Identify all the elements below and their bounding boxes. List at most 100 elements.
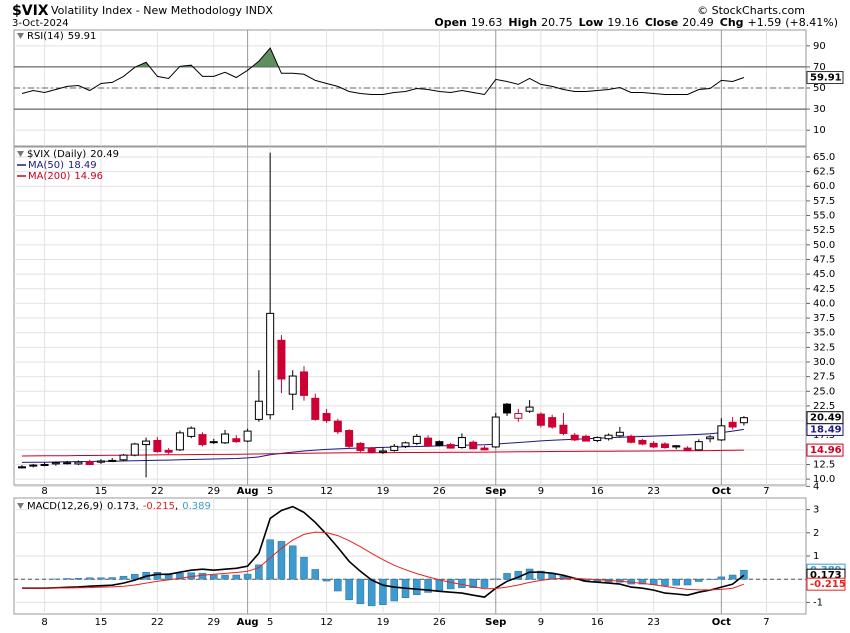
candle-body [446, 444, 455, 449]
histogram-bar [108, 577, 116, 580]
y-tick-label: 60.0 [813, 181, 835, 192]
x-tick-label: 22 [151, 617, 164, 628]
histogram-bar [300, 556, 308, 580]
candle-body [536, 413, 545, 426]
histogram-bar [649, 578, 658, 585]
candle-body [51, 462, 60, 465]
histogram-bar [221, 574, 229, 580]
legend-icon [17, 33, 24, 39]
histogram-bar [243, 573, 252, 580]
value-box [806, 411, 844, 425]
histogram-bar [740, 569, 748, 580]
x-tick-label: 29 [207, 617, 220, 628]
candle-body [378, 450, 387, 453]
candle-body [503, 403, 512, 414]
candle-body [221, 433, 230, 444]
histogram-bar [480, 578, 489, 588]
histogram-bar [266, 539, 274, 580]
y-tick-label: 4 [813, 481, 819, 492]
candle-body [175, 432, 184, 451]
candle-body [627, 435, 636, 443]
histogram-bar [717, 576, 726, 580]
histogram-bar [537, 570, 545, 580]
candle-body [717, 425, 726, 441]
quote-value: (+8.41%) [785, 16, 838, 29]
indicator-line [22, 505, 745, 598]
histogram-bar [503, 573, 511, 580]
y-tick-label: 52.5 [813, 225, 835, 236]
candle-body [570, 434, 579, 441]
x-tick-label: 9 [538, 617, 544, 628]
x-tick-label: 12 [320, 617, 333, 628]
candle-body [367, 447, 376, 453]
legend-value: 20.49 [90, 149, 119, 160]
legend-separator: , [136, 501, 139, 512]
histogram-bar [356, 578, 365, 605]
candle-body [18, 466, 26, 469]
x-tick-label: Sep [485, 486, 506, 497]
candle-body [728, 421, 737, 428]
quote-label: Close [645, 16, 678, 29]
histogram-bar [232, 574, 241, 580]
y-tick-label: -1 [813, 597, 823, 608]
y-tick-label: 45.0 [813, 269, 835, 280]
y-tick-label: 50 [813, 83, 826, 94]
histogram-bar [311, 569, 320, 580]
candle-body [85, 461, 94, 465]
y-tick-label: 32.5 [813, 342, 835, 353]
value-box-label: -0.215 [810, 579, 846, 590]
legend-name: MA(50) [28, 160, 64, 171]
histogram-bar [119, 575, 128, 580]
x-tick-label: 26 [433, 617, 446, 628]
candle-body [153, 439, 162, 453]
y-tick-label: 30 [813, 104, 826, 115]
y-tick-label: 3 [813, 505, 819, 516]
value-box-label: 14.96 [810, 445, 842, 456]
indicator-line [22, 531, 745, 591]
histogram-bar [695, 578, 703, 582]
y-tick-label: 47.5 [813, 254, 835, 265]
y-tick-label: 70 [813, 62, 826, 73]
y-tick-label: 27.5 [813, 372, 835, 383]
x-tick-label: 7 [763, 617, 769, 628]
x-tick-label: 12 [320, 486, 333, 497]
histogram-bar [334, 578, 342, 592]
candle-body [356, 442, 365, 451]
histogram-bar [446, 578, 455, 590]
histogram-bar [390, 578, 398, 602]
value-box-label: 20.49 [810, 413, 842, 424]
x-tick-label: 23 [647, 617, 660, 628]
histogram-bar [367, 578, 376, 607]
x-tick-label: 19 [377, 486, 390, 497]
candle-body [266, 312, 275, 416]
y-tick-label: 30.0 [813, 357, 835, 368]
quote-label: Open [434, 16, 467, 29]
quote-date: 3-Oct-2024 [12, 18, 69, 29]
value-box-label: 18.49 [810, 424, 842, 435]
y-tick-label: 90 [813, 41, 826, 52]
y-tick-label: 62.5 [813, 167, 835, 178]
histogram-bar [345, 578, 353, 601]
candle-body [480, 447, 489, 451]
candle-body [672, 445, 681, 448]
histogram-bar [97, 577, 105, 580]
legend: MA(200) 14.96 [28, 171, 103, 182]
quote-value: 19.16 [607, 16, 639, 29]
x-tick-label: 5 [267, 617, 273, 628]
candle-body [514, 413, 523, 419]
histogram-bar [288, 545, 297, 580]
legend-value: 0.173 [107, 501, 136, 512]
y-tick-label: 35.0 [813, 328, 835, 339]
candle-body [243, 430, 252, 442]
histogram-bar [424, 578, 432, 593]
value-box [806, 71, 844, 85]
y-tick-label: 65.0 [813, 152, 835, 163]
candle-body [142, 440, 151, 446]
x-tick-label: 5 [267, 486, 273, 497]
x-tick-label: Oct [712, 486, 731, 497]
overbought-fill [135, 48, 279, 67]
legend-title: $VIX (Daily) [27, 149, 86, 160]
y-tick-label: 57.5 [813, 196, 835, 207]
candle-body [559, 424, 568, 434]
